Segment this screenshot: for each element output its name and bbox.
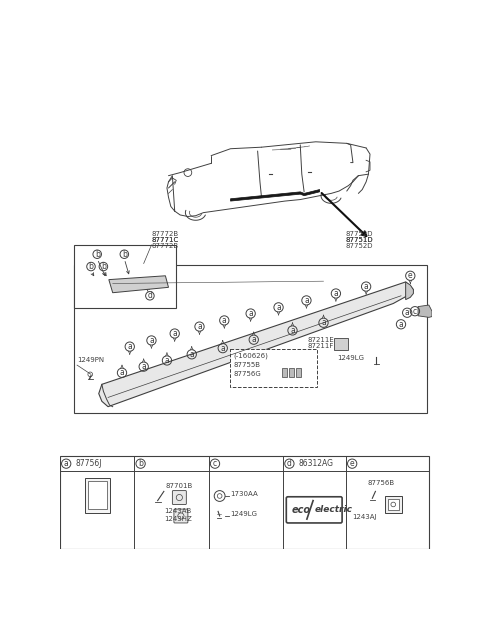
Text: b: b [138,459,143,468]
Text: 1249LG: 1249LG [230,511,257,517]
Text: a: a [197,322,202,331]
Text: a: a [165,356,169,365]
Text: a: a [364,282,369,291]
Text: 1730AA: 1730AA [230,491,258,497]
FancyBboxPatch shape [174,509,188,523]
Polygon shape [230,189,320,201]
Text: 87752D: 87752D [345,243,372,249]
Text: a: a [141,362,146,371]
FancyBboxPatch shape [388,499,399,510]
Text: a: a [321,318,326,327]
Text: 1249PN: 1249PN [77,357,104,363]
Text: 87772B: 87772B [152,243,179,249]
Text: a: a [252,335,256,344]
Text: d: d [147,291,152,300]
Text: a: a [172,329,177,338]
Text: a: a [248,309,253,318]
Text: c: c [413,307,417,316]
Text: a: a [190,350,194,359]
Text: e: e [408,271,413,280]
Text: a: a [222,316,227,325]
Text: b: b [122,250,127,259]
Text: b: b [101,262,106,271]
Text: a: a [405,308,409,317]
Text: a: a [304,296,309,305]
Polygon shape [109,276,168,292]
Text: 1249LG: 1249LG [337,355,364,362]
Text: electric: electric [314,505,353,515]
Text: a: a [276,303,281,312]
Text: c: c [213,459,217,468]
Text: 87756B: 87756B [368,480,395,486]
Text: a: a [398,320,403,329]
Text: a: a [220,344,225,353]
FancyBboxPatch shape [282,368,287,378]
Text: 1243AB: 1243AB [164,508,191,514]
Text: 87701B: 87701B [166,483,192,489]
Text: 87771C: 87771C [152,237,179,243]
Text: b: b [95,250,100,259]
Text: 87751D: 87751D [345,237,373,243]
Text: d: d [287,459,292,468]
Polygon shape [418,305,432,317]
FancyBboxPatch shape [385,496,402,513]
FancyBboxPatch shape [288,368,294,378]
Text: 87772B: 87772B [152,231,179,237]
FancyBboxPatch shape [334,338,348,350]
FancyBboxPatch shape [230,349,316,387]
Text: a: a [64,459,69,468]
FancyBboxPatch shape [88,481,107,509]
Polygon shape [406,282,413,300]
Text: 87755B: 87755B [234,362,261,368]
Text: b: b [89,262,94,271]
FancyBboxPatch shape [74,265,427,413]
Polygon shape [99,282,413,407]
FancyBboxPatch shape [60,456,429,549]
Text: a: a [127,342,132,351]
Text: e: e [350,459,355,468]
Text: 87752D: 87752D [345,231,372,237]
Text: eco: eco [292,505,311,515]
Text: 86312AG: 86312AG [299,459,334,468]
Text: 87756G: 87756G [234,371,261,377]
Text: 87211E: 87211E [308,337,335,343]
Text: 87756J: 87756J [75,459,102,468]
Text: a: a [290,326,295,335]
FancyBboxPatch shape [286,497,342,523]
FancyBboxPatch shape [296,368,301,378]
Text: 1243HZ: 1243HZ [164,516,192,521]
Text: 87211F: 87211F [308,343,335,349]
Text: 87751D: 87751D [345,237,373,243]
Text: a: a [149,336,154,345]
Text: a: a [120,368,124,378]
Text: (-160626): (-160626) [234,352,268,359]
Text: 1243AJ: 1243AJ [352,514,377,520]
Text: 87771C: 87771C [152,237,179,243]
Text: a: a [334,289,338,298]
FancyBboxPatch shape [74,245,176,308]
FancyBboxPatch shape [85,478,109,513]
FancyBboxPatch shape [172,491,186,505]
